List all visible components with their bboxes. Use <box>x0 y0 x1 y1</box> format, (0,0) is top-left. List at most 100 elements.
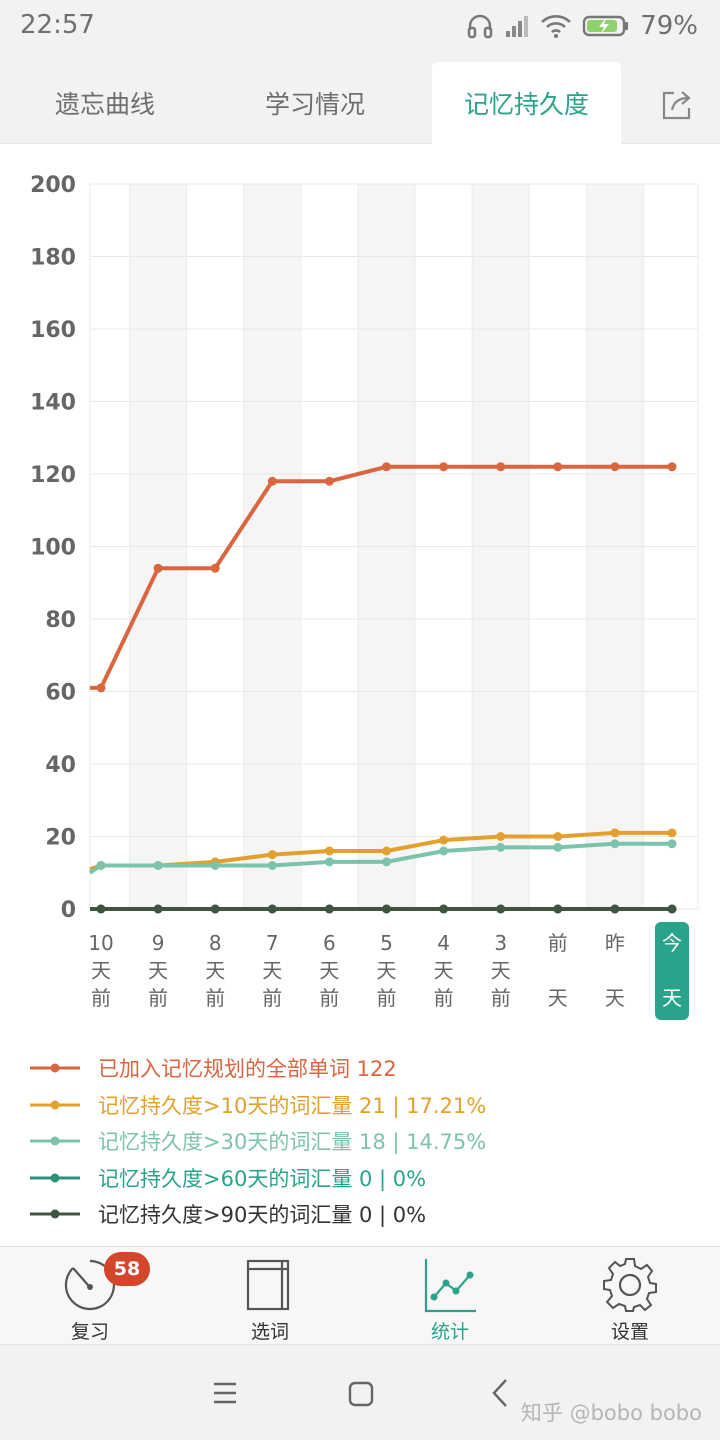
series-line <box>90 464 672 690</box>
nav-select-words[interactable]: 选词 <box>210 1247 330 1345</box>
tab-memory-durability[interactable]: 记忆持久度 <box>432 62 621 144</box>
legend-item: 已加入记忆规划的全部单词 122 <box>30 1050 710 1087</box>
x-tick-label: 前 <box>205 986 225 1010</box>
data-point <box>153 904 163 914</box>
x-tick-label: 前 <box>319 986 339 1010</box>
nav-settings[interactable]: 设置 <box>570 1247 690 1345</box>
data-point <box>210 861 220 870</box>
x-tick-label: 天 <box>548 986 568 1010</box>
nav-label: 统计 <box>430 1321 469 1343</box>
signal-icon <box>506 16 529 37</box>
nav-label: 设置 <box>610 1321 649 1343</box>
x-tick-label: 6 <box>323 931 336 955</box>
y-tick-label: 180 <box>30 246 76 271</box>
series-2 <box>88 839 677 875</box>
y-tick-label: 60 <box>45 681 76 706</box>
data-point <box>382 904 391 914</box>
data-point <box>382 846 391 856</box>
x-tick-label: 7 <box>266 931 279 955</box>
data-point <box>610 839 620 849</box>
chart-vertical-grid <box>89 184 699 909</box>
data-point <box>267 476 277 486</box>
tab-bar: 遗忘曲线 学习情况 记忆持久度 <box>0 52 720 144</box>
x-tick-label: 天 <box>377 959 397 983</box>
data-point <box>439 835 449 845</box>
system-navigation-bar <box>0 1344 720 1440</box>
x-tick-label: 5 <box>380 931 393 955</box>
data-point <box>96 861 106 870</box>
data-point <box>210 563 220 573</box>
menu-icon[interactable] <box>212 1381 238 1405</box>
book-icon <box>246 1259 290 1311</box>
legend-marker <box>30 1136 80 1146</box>
data-point <box>153 563 163 573</box>
legend-item: 记忆持久度>10天的词汇量 21 | 17.21% <box>30 1087 710 1124</box>
x-tick-label: 天 <box>148 959 168 983</box>
data-point <box>553 904 563 914</box>
data-point <box>439 462 449 472</box>
legend-label: 已加入记忆规划的全部单词 122 <box>98 1057 397 1082</box>
today-highlight <box>655 922 689 1020</box>
y-tick-label: 120 <box>30 463 76 488</box>
data-point <box>382 462 391 472</box>
review-count-badge: 58 <box>104 1252 150 1286</box>
data-point <box>553 462 563 472</box>
x-tick-label: 3 <box>494 931 507 955</box>
tab-forgetting-curve[interactable]: 遗忘曲线 <box>0 62 210 144</box>
data-point <box>610 828 620 838</box>
x-tick-label: 前 <box>377 986 397 1010</box>
x-tick-label: 9 <box>152 931 165 955</box>
series-4 <box>90 904 677 914</box>
data-point <box>667 462 677 472</box>
nav-review[interactable]: 复习 <box>30 1247 150 1345</box>
x-tick-label: 10 <box>88 931 113 955</box>
data-point <box>610 904 620 914</box>
chart-series <box>88 462 677 914</box>
data-point <box>324 904 334 914</box>
x-tick-label: 8 <box>209 931 222 955</box>
x-tick-label: 天 <box>205 959 225 983</box>
y-tick-label: 40 <box>45 753 76 778</box>
data-point <box>553 832 563 841</box>
x-tick-label: 天 <box>491 959 511 983</box>
x-tick-label: 天 <box>262 959 282 983</box>
data-point <box>496 842 506 852</box>
y-tick-label: 80 <box>45 608 76 633</box>
gear-icon <box>603 1258 657 1312</box>
data-point <box>96 904 106 914</box>
share-icon[interactable] <box>660 88 694 122</box>
data-point <box>496 904 506 914</box>
data-point <box>667 904 677 914</box>
data-point <box>439 846 449 856</box>
series-0 <box>90 462 677 693</box>
x-tick-label: 今 <box>662 931 682 955</box>
data-point <box>610 462 620 472</box>
series-line <box>88 841 672 875</box>
data-point <box>496 832 506 841</box>
data-point <box>96 683 106 693</box>
y-tick-label: 20 <box>45 826 76 851</box>
wifi-icon <box>541 15 572 38</box>
legend-item: 记忆持久度>60天的词汇量 0 | 0% <box>30 1160 710 1197</box>
tab-label: 遗忘曲线 <box>54 90 155 119</box>
headphones-icon <box>468 14 493 39</box>
back-icon[interactable] <box>490 1377 510 1409</box>
x-tick-label: 前 <box>491 986 511 1010</box>
home-icon[interactable] <box>348 1381 374 1407</box>
y-tick-label: 200 <box>30 173 76 198</box>
legend-label: 记忆持久度>30天的词汇量 18 | 14.75% <box>98 1130 487 1155</box>
legend-marker <box>30 1209 80 1219</box>
data-point <box>267 850 277 860</box>
status-bar: 22:57 <box>0 0 720 52</box>
nav-label: 复习 <box>70 1321 109 1343</box>
x-tick-label: 4 <box>437 931 450 955</box>
data-point <box>324 857 334 867</box>
nav-statistics[interactable]: 统计 <box>390 1247 510 1345</box>
y-tick-label: 140 <box>30 391 76 416</box>
data-point <box>496 462 506 472</box>
data-point <box>210 904 220 914</box>
tab-learning-status[interactable]: 学习情况 <box>210 62 420 144</box>
y-tick-label: 0 <box>61 898 76 923</box>
